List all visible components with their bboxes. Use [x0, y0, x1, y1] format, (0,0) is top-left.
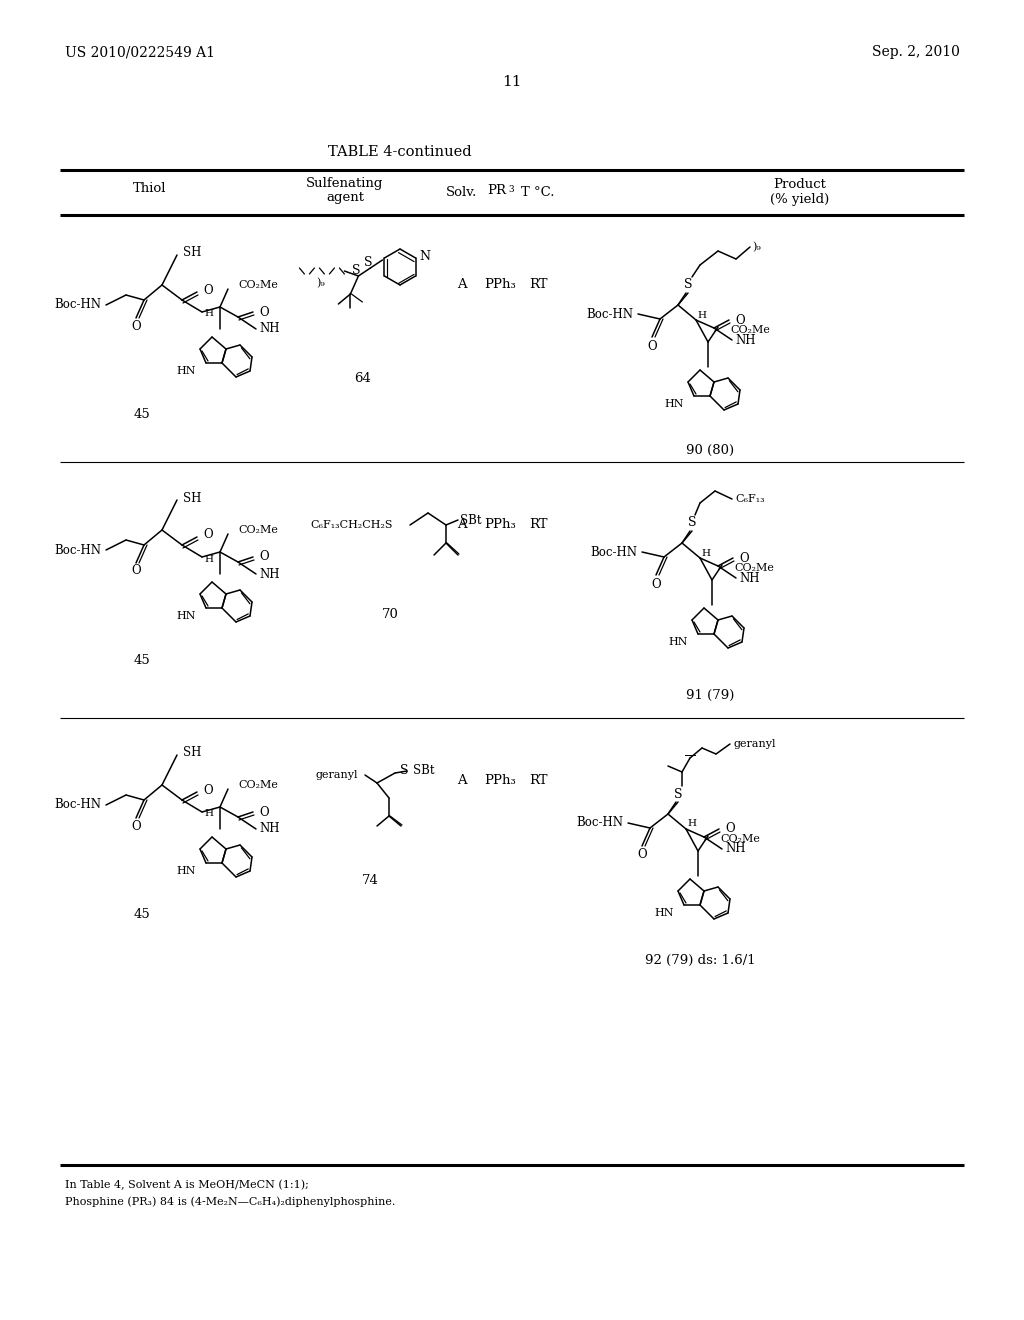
Text: H: H	[687, 820, 696, 829]
Text: Sulfenating: Sulfenating	[306, 177, 384, 190]
Text: H: H	[204, 554, 213, 564]
Text: SH: SH	[183, 247, 202, 260]
Text: S: S	[684, 279, 692, 292]
Text: In Table 4, Solvent A is MeOH/MeCN (1:1);: In Table 4, Solvent A is MeOH/MeCN (1:1)…	[65, 1180, 309, 1191]
Text: NH: NH	[259, 322, 280, 335]
Text: )₉: )₉	[316, 277, 326, 288]
Text: SH: SH	[183, 491, 202, 504]
Text: HN: HN	[176, 866, 196, 876]
Text: 90 (80): 90 (80)	[686, 444, 734, 457]
Text: HN: HN	[654, 908, 674, 917]
Text: Boc-HN: Boc-HN	[54, 544, 101, 557]
Text: RT: RT	[528, 519, 547, 532]
Text: A: A	[457, 774, 467, 787]
Text: HN: HN	[665, 399, 684, 409]
Text: S: S	[365, 256, 373, 268]
Text: RT: RT	[528, 774, 547, 787]
Text: HN: HN	[176, 366, 196, 376]
Text: O: O	[735, 314, 744, 326]
Text: TABLE 4-continued: TABLE 4-continued	[328, 145, 472, 158]
Text: 92 (79) ds: 1.6/1: 92 (79) ds: 1.6/1	[645, 953, 756, 966]
Text: PPh₃: PPh₃	[484, 279, 516, 292]
Text: Thiol: Thiol	[133, 181, 167, 194]
Text: RT: RT	[528, 279, 547, 292]
Text: N: N	[420, 249, 430, 263]
Text: (% yield): (% yield)	[770, 194, 829, 206]
Text: T °C.: T °C.	[521, 186, 555, 198]
Text: CO₂Me: CO₂Me	[238, 780, 278, 789]
Text: CO₂Me: CO₂Me	[238, 525, 278, 535]
Text: Boc-HN: Boc-HN	[586, 308, 633, 321]
Text: PPh₃: PPh₃	[484, 519, 516, 532]
Text: Sep. 2, 2010: Sep. 2, 2010	[872, 45, 961, 59]
Text: 11: 11	[502, 75, 522, 88]
Text: SBt: SBt	[460, 515, 481, 528]
Text: C₆F₁₃: C₆F₁₃	[735, 494, 765, 504]
Text: A: A	[457, 519, 467, 532]
Text: S: S	[674, 788, 682, 800]
Text: S: S	[352, 264, 360, 276]
Text: H: H	[204, 809, 213, 818]
Text: O: O	[739, 552, 749, 565]
Text: HN: HN	[669, 638, 688, 647]
Text: Solv.: Solv.	[446, 186, 477, 198]
Text: 3: 3	[508, 185, 514, 194]
Text: Boc-HN: Boc-HN	[54, 298, 101, 312]
Text: 45: 45	[133, 408, 151, 421]
Text: geranyl: geranyl	[733, 739, 775, 748]
Text: Boc-HN: Boc-HN	[590, 545, 637, 558]
Text: Boc-HN: Boc-HN	[54, 799, 101, 812]
Text: Product: Product	[773, 178, 826, 191]
Text: US 2010/0222549 A1: US 2010/0222549 A1	[65, 45, 215, 59]
Text: 45: 45	[133, 653, 151, 667]
Text: O: O	[651, 578, 660, 590]
Text: HN: HN	[176, 611, 196, 620]
Text: PR: PR	[487, 183, 507, 197]
Text: A: A	[457, 279, 467, 292]
Text: geranyl: geranyl	[315, 770, 357, 780]
Text: agent: agent	[326, 191, 364, 205]
Text: SH: SH	[183, 747, 202, 759]
Text: PPh₃: PPh₃	[484, 774, 516, 787]
Text: NH: NH	[259, 822, 280, 836]
Text: H: H	[701, 549, 710, 557]
Text: )₉: )₉	[752, 242, 761, 252]
Text: C₆F₁₃CH₂CH₂S: C₆F₁₃CH₂CH₂S	[310, 520, 392, 531]
Text: O: O	[203, 528, 213, 541]
Text: 91 (79): 91 (79)	[686, 689, 734, 701]
Text: O: O	[647, 339, 656, 352]
Text: NH: NH	[735, 334, 756, 346]
Text: CO₂Me: CO₂Me	[720, 834, 760, 843]
Text: O: O	[259, 805, 268, 818]
Text: H: H	[697, 310, 706, 319]
Text: SBt: SBt	[413, 763, 434, 776]
Text: S: S	[400, 763, 409, 776]
Text: 64: 64	[354, 371, 372, 384]
Text: O: O	[259, 550, 268, 564]
Text: 45: 45	[133, 908, 151, 921]
Text: O: O	[131, 820, 141, 833]
Text: O: O	[259, 305, 268, 318]
Text: CO₂Me: CO₂Me	[238, 280, 278, 290]
Text: CO₂Me: CO₂Me	[734, 564, 774, 573]
Text: NH: NH	[725, 842, 745, 855]
Text: CO₂Me: CO₂Me	[730, 325, 770, 335]
Text: Boc-HN: Boc-HN	[575, 817, 623, 829]
Text: 70: 70	[382, 609, 398, 622]
Text: NH: NH	[259, 568, 280, 581]
Text: S: S	[688, 516, 696, 529]
Text: H: H	[204, 309, 213, 318]
Text: O: O	[203, 784, 213, 796]
Text: O: O	[131, 565, 141, 578]
Text: O: O	[725, 822, 734, 836]
Text: O: O	[131, 319, 141, 333]
Text: Phosphine (PR₃) 84 is (4-Me₂N—C₆H₄)₂diphenylphosphine.: Phosphine (PR₃) 84 is (4-Me₂N—C₆H₄)₂diph…	[65, 1197, 395, 1208]
Text: O: O	[637, 849, 647, 862]
Text: NH: NH	[739, 572, 760, 585]
Text: 74: 74	[361, 874, 379, 887]
Text: O: O	[203, 284, 213, 297]
